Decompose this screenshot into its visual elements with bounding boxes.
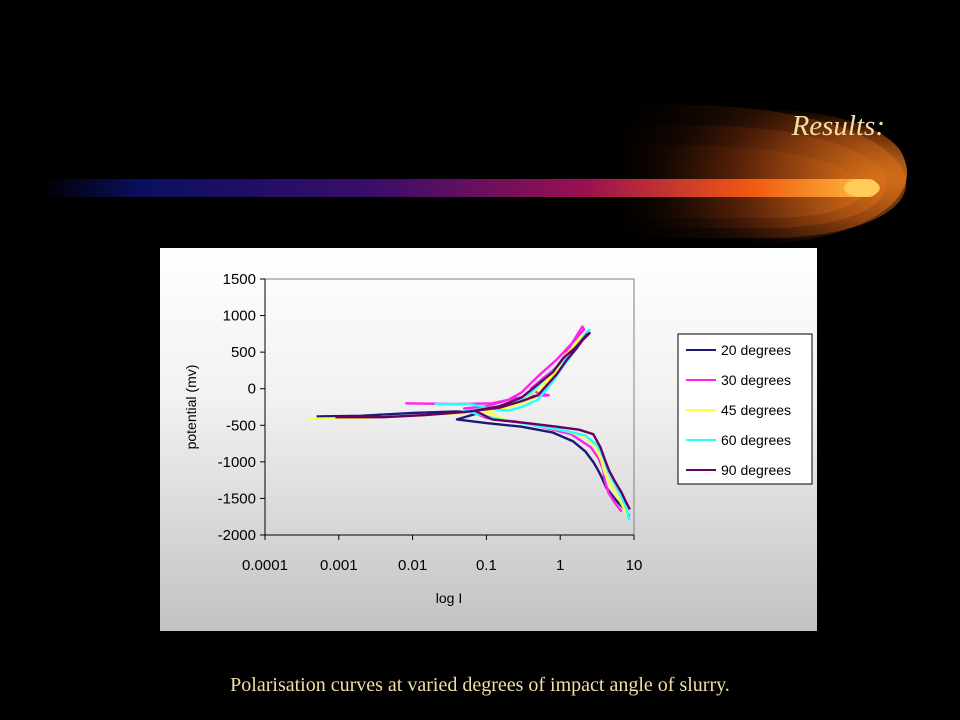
y-axis-label: potential (mv) (183, 365, 199, 450)
slide-caption: Polarisation curves at varied degrees of… (230, 674, 730, 696)
x-tick-label: 0.1 (476, 557, 497, 574)
y-tick-label: -2000 (218, 527, 256, 544)
legend-label: 45 degrees (721, 402, 791, 418)
legend-items: 20 degrees 30 degrees 45 degrees 60 degrees… (686, 342, 791, 478)
x-tick-label: 1 (556, 557, 564, 574)
series-line-2 (405, 325, 623, 513)
y-tick-label: 0 (248, 381, 256, 398)
y-tick-label: -1500 (218, 490, 256, 507)
legend-label: 30 degrees (721, 372, 791, 388)
legend-label: 90 degrees (721, 462, 791, 478)
series-line-3 (309, 331, 628, 516)
y-tick-group: 1500 1000 500 0 -500 -1000 -1500 -2000 (218, 271, 265, 544)
legend-label: 60 degrees (721, 432, 791, 448)
plot-lines (309, 325, 631, 521)
series-line-5 (335, 331, 631, 510)
legend: 20 degrees 30 degrees 45 degrees 60 degrees… (677, 333, 813, 485)
y-tick-label: -1000 (218, 454, 256, 471)
slide-title: Results: (791, 110, 885, 142)
y-tick-label: -500 (226, 417, 256, 434)
x-axis-label: log I (436, 590, 462, 606)
series-line-1 (316, 410, 631, 517)
x-tick-label: 0.001 (320, 557, 358, 574)
bar-glow-tip (844, 179, 880, 197)
y-tick-label: 1000 (223, 308, 256, 325)
gradient-bar (40, 179, 878, 197)
y-tick-label: 1500 (223, 271, 256, 288)
plot-area-border (264, 278, 635, 536)
x-tick-label: 10 (626, 557, 643, 574)
series-line-4 (434, 328, 631, 521)
legend-label: 20 degrees (721, 342, 791, 358)
x-tick-label: 0.0001 (242, 557, 288, 574)
chart-panel: 0.0001 0.001 0.01 0.1 1 10 1500 1000 500 0 -500 -1… (160, 248, 817, 631)
x-tick-group: 0.0001 0.001 0.01 0.1 1 10 (242, 535, 642, 574)
polarisation-chart: 0.0001 0.001 0.01 0.1 1 10 1500 1000 500 0 -500 -1… (183, 271, 813, 606)
y-tick-label: 500 (231, 344, 256, 361)
x-tick-label: 0.01 (398, 557, 427, 574)
